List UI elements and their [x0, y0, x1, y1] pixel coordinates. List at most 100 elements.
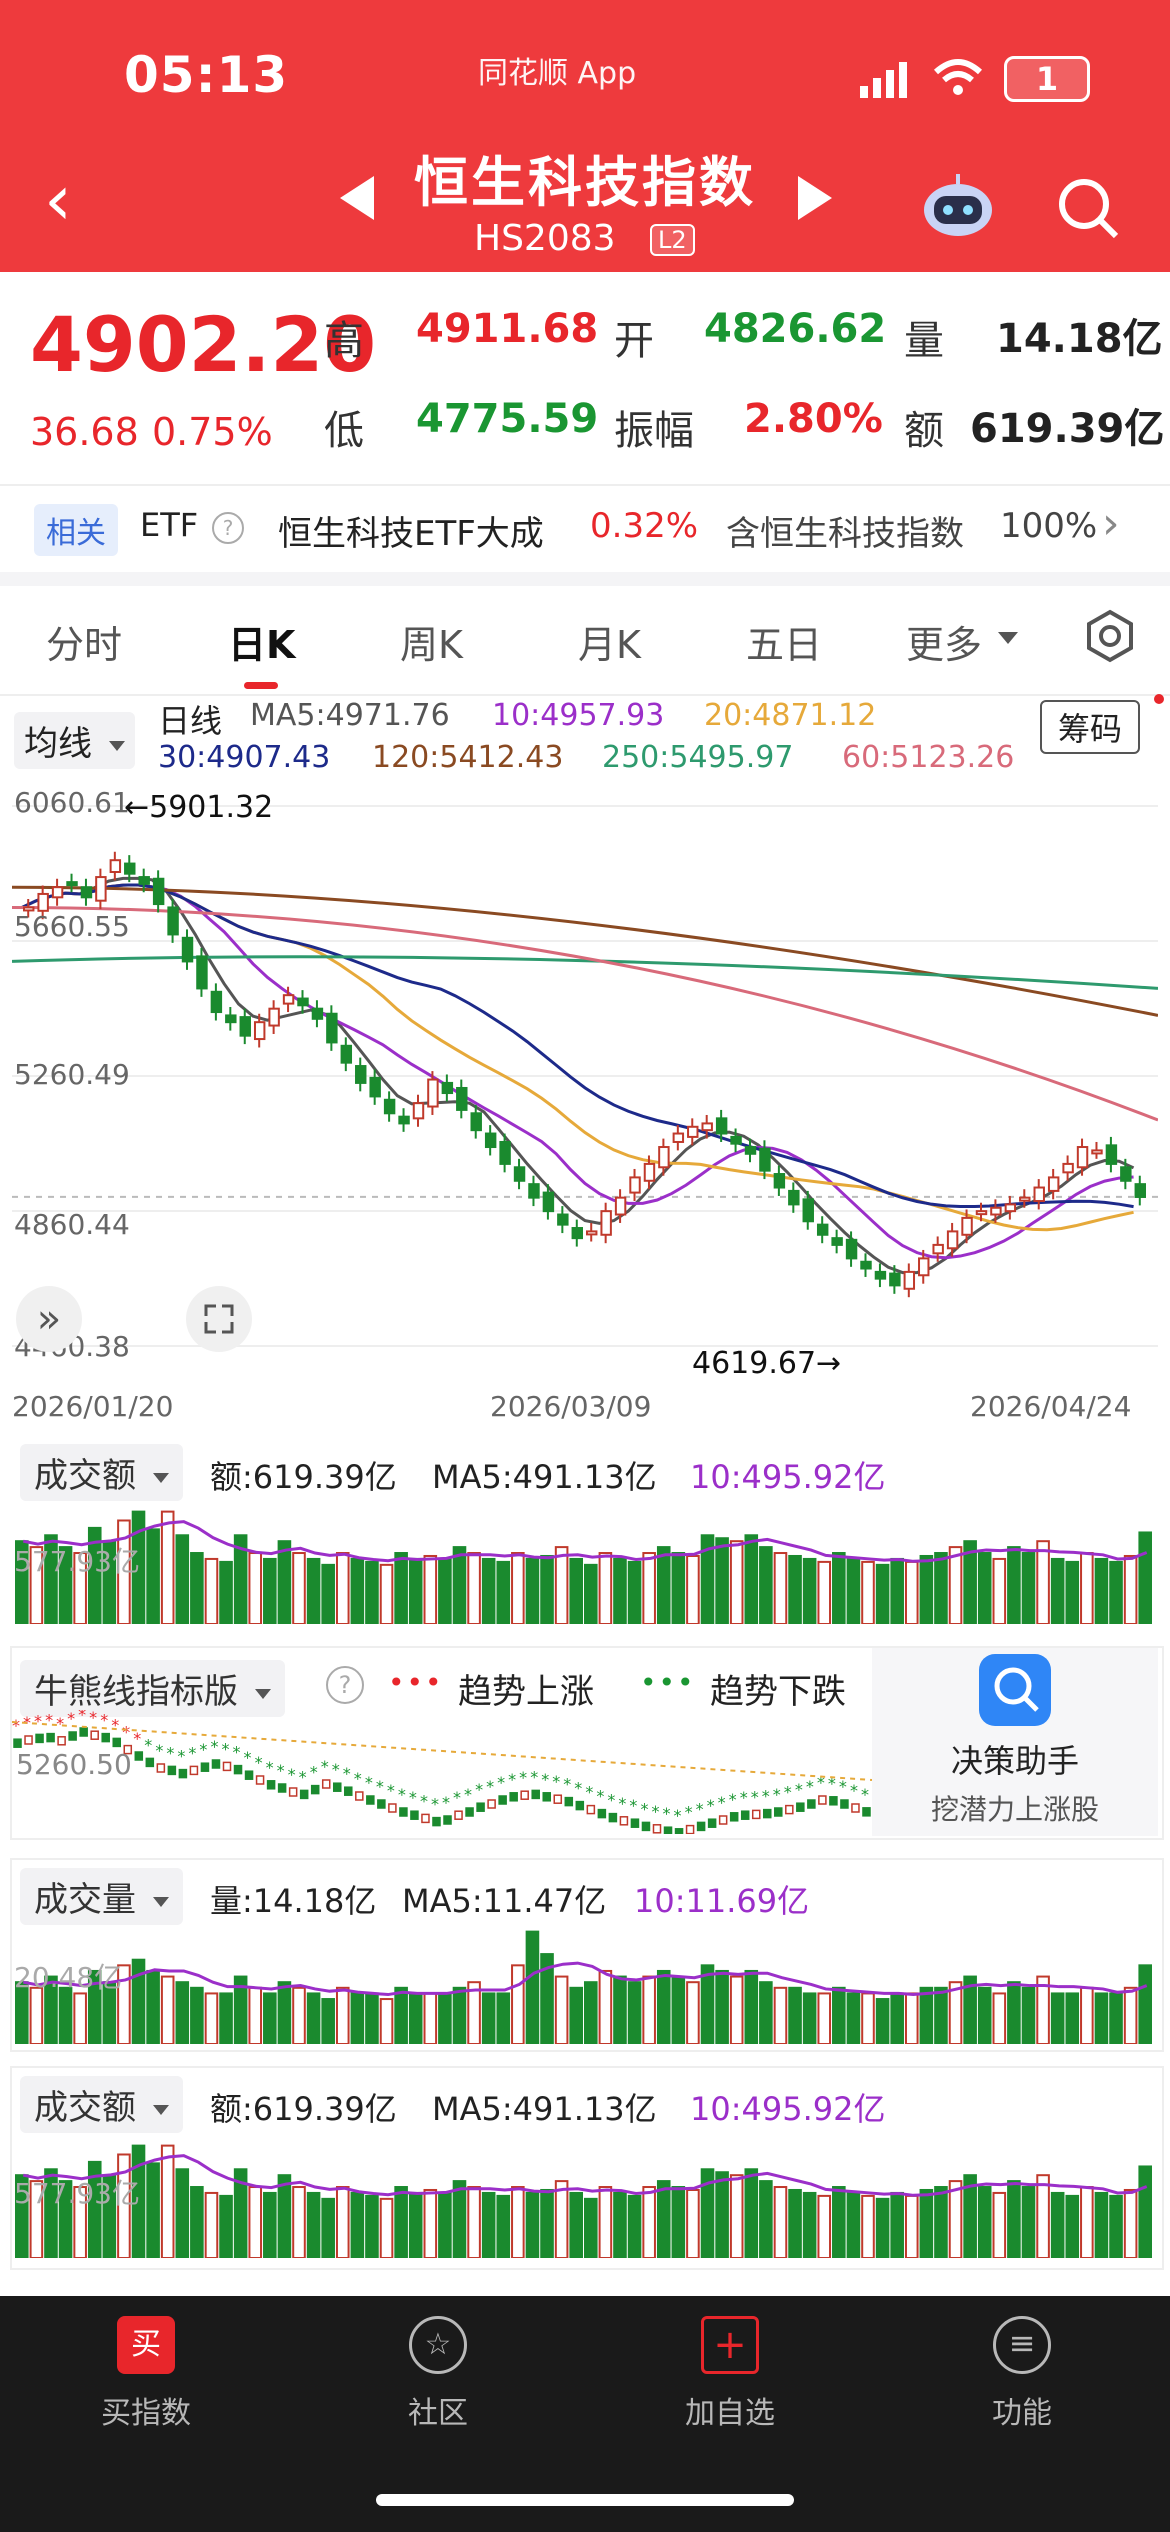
volume-bar	[248, 1986, 263, 2044]
nav-buy-index[interactable]: 买 买指数	[46, 2316, 246, 2432]
price-change: 36.68	[30, 410, 139, 454]
tab-monthly-k[interactable]: 月K	[578, 623, 641, 667]
mini-candle	[310, 1784, 320, 1795]
volume-bar	[759, 1546, 773, 1624]
turnover-selector[interactable]: 成交额	[20, 2076, 183, 2133]
ma250-line	[12, 955, 1158, 990]
volume-bar	[306, 1557, 321, 1624]
volume-bar	[788, 1554, 802, 1624]
volume-bar	[890, 1557, 904, 1624]
volume-bar	[73, 1992, 87, 2044]
ma60-value: 60:5123.26	[842, 740, 1015, 775]
volume-bar	[175, 2168, 190, 2258]
candle	[542, 1191, 555, 1213]
back-icon[interactable]: ‹	[44, 159, 72, 241]
decision-assistant-subtitle: 挖潜力上涨股	[930, 1793, 1099, 1826]
volume-ma10: 10:11.69亿	[634, 1882, 810, 1920]
mini-candle	[862, 1807, 871, 1817]
mini-candle	[288, 1787, 298, 1797]
trend-marker: *	[221, 1739, 229, 1758]
nav-community[interactable]: ☆ 社区	[338, 2316, 538, 2432]
candlestick-chart[interactable]	[12, 786, 1158, 1386]
related-row[interactable]: 相关 ETF ? 恒生科技ETF大成 0.32% 含恒生科技指数 100% ›	[0, 496, 1170, 566]
volume-bar	[204, 2191, 219, 2258]
candle	[456, 1086, 468, 1111]
trend-marker: *	[696, 1799, 704, 1818]
tab-timeshare[interactable]: 分时	[46, 623, 123, 667]
tab-weekly-k[interactable]: 周K	[400, 623, 463, 667]
turnover-bar-chart	[15, 1510, 1153, 1624]
ma-selector[interactable]: 均线	[14, 712, 135, 769]
turnover-bar-chart	[15, 2144, 1153, 2258]
volume-bar	[335, 2186, 350, 2258]
mini-candle	[663, 1826, 673, 1834]
volume-bar	[875, 2197, 890, 2258]
ma10-value: 10:4957.93	[492, 698, 665, 733]
volume-bar	[306, 1992, 321, 2044]
fullscreen-icon[interactable]	[186, 1286, 252, 1352]
tab-daily-k[interactable]: 日K	[228, 623, 296, 667]
mini-candle	[156, 1763, 166, 1773]
search-icon[interactable]	[1054, 174, 1120, 244]
prev-index-icon[interactable]	[340, 176, 374, 220]
chip-button[interactable]: 筹码	[1040, 700, 1141, 754]
volume-bar	[1109, 1560, 1123, 1624]
candle	[297, 997, 309, 1007]
volume-bar	[686, 1554, 700, 1624]
volume-value: 14.18亿	[996, 316, 1163, 362]
volume-bar	[744, 2168, 759, 2258]
trend-marker: *	[773, 1785, 781, 1804]
bull-bear-selector[interactable]: 牛熊线指标版	[20, 1660, 285, 1717]
turnover-value: 额:619.39亿	[210, 1458, 397, 1496]
settings-icon[interactable]	[1082, 608, 1138, 668]
volume-bar	[1050, 2191, 1065, 2258]
volume-bar	[219, 1992, 233, 2044]
volume-bar	[263, 1992, 277, 2044]
etf-name[interactable]: 恒生科技ETF大成	[278, 514, 544, 554]
turnover-selector[interactable]: 成交额	[20, 1444, 183, 1501]
turnover-ma10: 10:495.92亿	[690, 1458, 886, 1496]
y-tick: 577.93亿	[14, 2177, 140, 2210]
next-index-icon[interactable]	[798, 176, 832, 220]
volume-bar	[423, 2188, 438, 2258]
expand-icon[interactable]: »	[16, 1286, 82, 1352]
volume-bar	[292, 1986, 306, 2044]
volume-bar	[890, 1992, 904, 2044]
volume-bar	[598, 1969, 613, 2044]
trend-marker: *	[266, 1758, 274, 1777]
mini-candle	[112, 1737, 122, 1748]
volume-bar	[788, 1986, 802, 2044]
tab-more[interactable]: 更多	[906, 623, 983, 667]
volume-bar	[321, 1563, 335, 1624]
help-icon[interactable]: ?	[326, 1666, 364, 1704]
buy-icon: 买	[117, 2316, 175, 2374]
volume-bar	[292, 2186, 306, 2258]
volume-bar	[117, 1519, 131, 1624]
candle	[788, 1189, 800, 1206]
robot-icon[interactable]	[920, 170, 996, 244]
volume-bar	[438, 1992, 452, 2044]
decision-assistant[interactable]: 决策助手 挖潜力上涨股	[872, 1648, 1158, 1836]
y-tick: 5260.49	[14, 1058, 130, 1091]
trend-marker: *	[751, 1787, 759, 1806]
volume-bar	[29, 1986, 44, 2044]
nav-add-watchlist[interactable]: + 加自选	[630, 2316, 830, 2432]
trend-marker: *	[111, 1715, 119, 1734]
y-tick: 5660.55	[14, 910, 130, 943]
volume-bar	[87, 2160, 102, 2258]
volume-selector[interactable]: 成交量	[20, 1868, 183, 1925]
open-value: 4826.62	[704, 306, 887, 352]
mini-candle	[90, 1730, 99, 1740]
help-icon[interactable]: ?	[212, 512, 244, 544]
nav-functions[interactable]: ≡ 功能	[922, 2316, 1122, 2432]
trend-marker: *	[354, 1769, 362, 1788]
volume-bar	[861, 2194, 875, 2258]
tab-five-day[interactable]: 五日	[746, 623, 823, 667]
mini-candle	[222, 1761, 232, 1772]
volume-bar	[467, 1981, 481, 2044]
ma120-value: 120:5412.43	[372, 740, 564, 775]
volume-bar	[292, 1552, 306, 1624]
candle	[860, 1260, 872, 1270]
volume-bar	[875, 1998, 890, 2044]
mini-candle	[46, 1732, 55, 1743]
